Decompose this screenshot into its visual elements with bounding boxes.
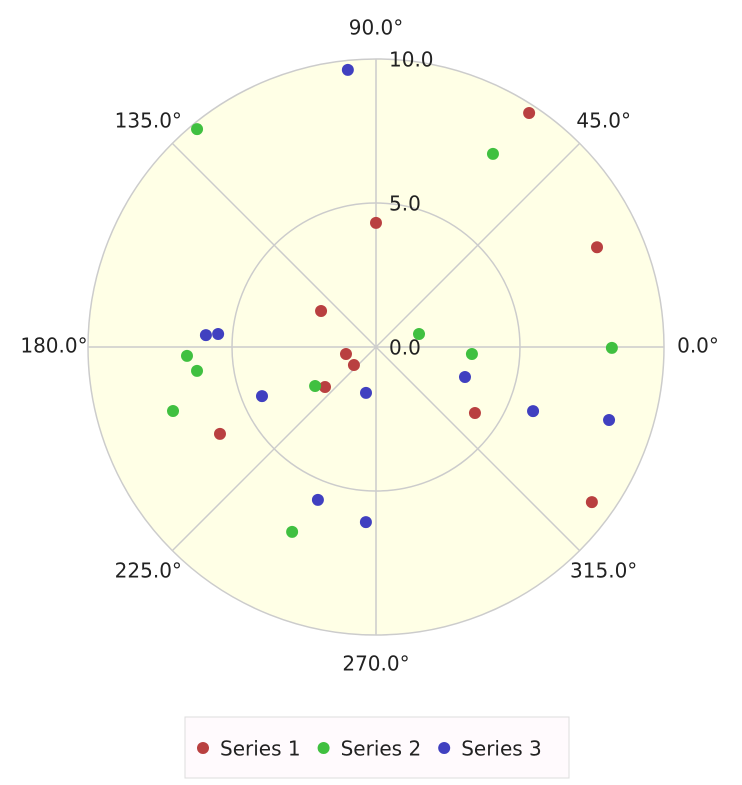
data-point bbox=[255, 390, 268, 403]
legend-marker bbox=[438, 742, 451, 754]
legend: Series 1 Series 2 Series 3 bbox=[197, 737, 542, 761]
data-point bbox=[486, 147, 499, 160]
data-point bbox=[191, 123, 204, 136]
angular-tick-label: 45.0° bbox=[576, 109, 631, 133]
data-point bbox=[591, 241, 604, 254]
angular-grid-line bbox=[171, 346, 377, 552]
data-point bbox=[458, 370, 471, 383]
angular-tick-label: 135.0° bbox=[115, 109, 182, 133]
data-point bbox=[347, 359, 360, 372]
legend-box bbox=[184, 716, 570, 779]
data-point bbox=[212, 328, 225, 341]
angular-grid-line bbox=[375, 142, 581, 348]
data-point bbox=[523, 107, 536, 120]
data-point bbox=[199, 329, 212, 342]
legend-label: Series 1 bbox=[220, 737, 301, 761]
data-point bbox=[413, 328, 426, 341]
data-point bbox=[468, 406, 481, 419]
data-point bbox=[180, 349, 193, 362]
data-point bbox=[339, 347, 352, 360]
data-point bbox=[359, 386, 372, 399]
data-point bbox=[191, 364, 204, 377]
angular-tick-label: 225.0° bbox=[115, 558, 182, 582]
data-point bbox=[359, 516, 372, 529]
legend-marker bbox=[197, 742, 209, 754]
data-point bbox=[603, 414, 616, 427]
radial-tick-label: 0.0 bbox=[389, 336, 421, 360]
data-point bbox=[465, 348, 478, 361]
data-point bbox=[319, 380, 332, 393]
plot-area bbox=[87, 58, 665, 636]
angular-tick-label: 180.0° bbox=[20, 334, 87, 358]
angular-grid-line bbox=[171, 142, 377, 348]
radial-tick-label: 10.0 bbox=[389, 48, 434, 72]
data-point bbox=[341, 63, 354, 76]
data-point bbox=[315, 305, 328, 318]
angular-tick-label: 0.0° bbox=[677, 334, 719, 358]
legend-label: Series 2 bbox=[341, 737, 422, 761]
data-point bbox=[370, 216, 382, 229]
data-point bbox=[309, 379, 322, 392]
data-point bbox=[585, 496, 598, 509]
data-point bbox=[527, 405, 540, 418]
data-point bbox=[167, 404, 180, 417]
legend-label: Series 3 bbox=[461, 737, 542, 761]
angular-grid-line bbox=[375, 346, 581, 552]
data-point bbox=[213, 427, 226, 440]
data-point bbox=[286, 525, 299, 538]
angular-tick-label: 270.0° bbox=[342, 652, 409, 676]
radial-tick-label: 5.0 bbox=[389, 192, 421, 216]
data-point bbox=[311, 493, 324, 506]
angular-tick-label: 90.0° bbox=[349, 16, 404, 40]
angular-tick-label: 315.0° bbox=[570, 558, 637, 582]
data-point bbox=[605, 341, 618, 354]
legend-marker bbox=[317, 742, 330, 754]
